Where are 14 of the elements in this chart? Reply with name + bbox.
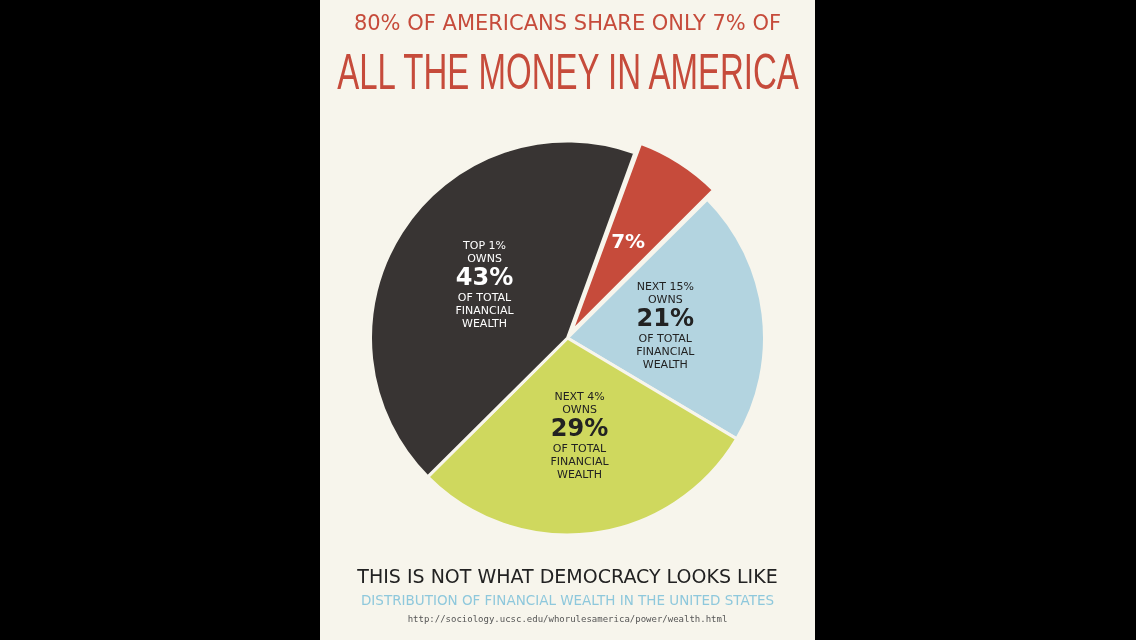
data-label: 21% [636, 303, 694, 332]
slice-label: TOP 1% OWNS [462, 238, 506, 265]
text: OF TOTAL FINANCIAL WEALTH [636, 331, 695, 371]
text: OF TOTAL FINANCIAL WEALTH [455, 290, 514, 330]
chart-title: 80% OF AMERICANS SHARE ONLY 7% OF ALL THE MONEY IN AMERICA [335, 10, 800, 102]
data-label: 7% [611, 229, 646, 254]
text: DISTRIBUTION OF FINANCIAL WEALTH IN THE UNITED STATES [359, 592, 775, 608]
text: THIS IS NOT WHAT DEMOCRACY LOOKS LIKE [356, 565, 779, 587]
text: OF TOTAL FINANCIAL WEALTH [550, 441, 609, 481]
data-label: 29% [550, 413, 609, 442]
slice-label: NEXT 4% OWNS [554, 389, 605, 416]
slice-label: NEXT 15% OWNS [636, 279, 694, 306]
data-label: 43% [455, 262, 514, 291]
text: http://sociology.ucsc.edu/whorulesamerica/power/wealth.html [406, 614, 729, 624]
